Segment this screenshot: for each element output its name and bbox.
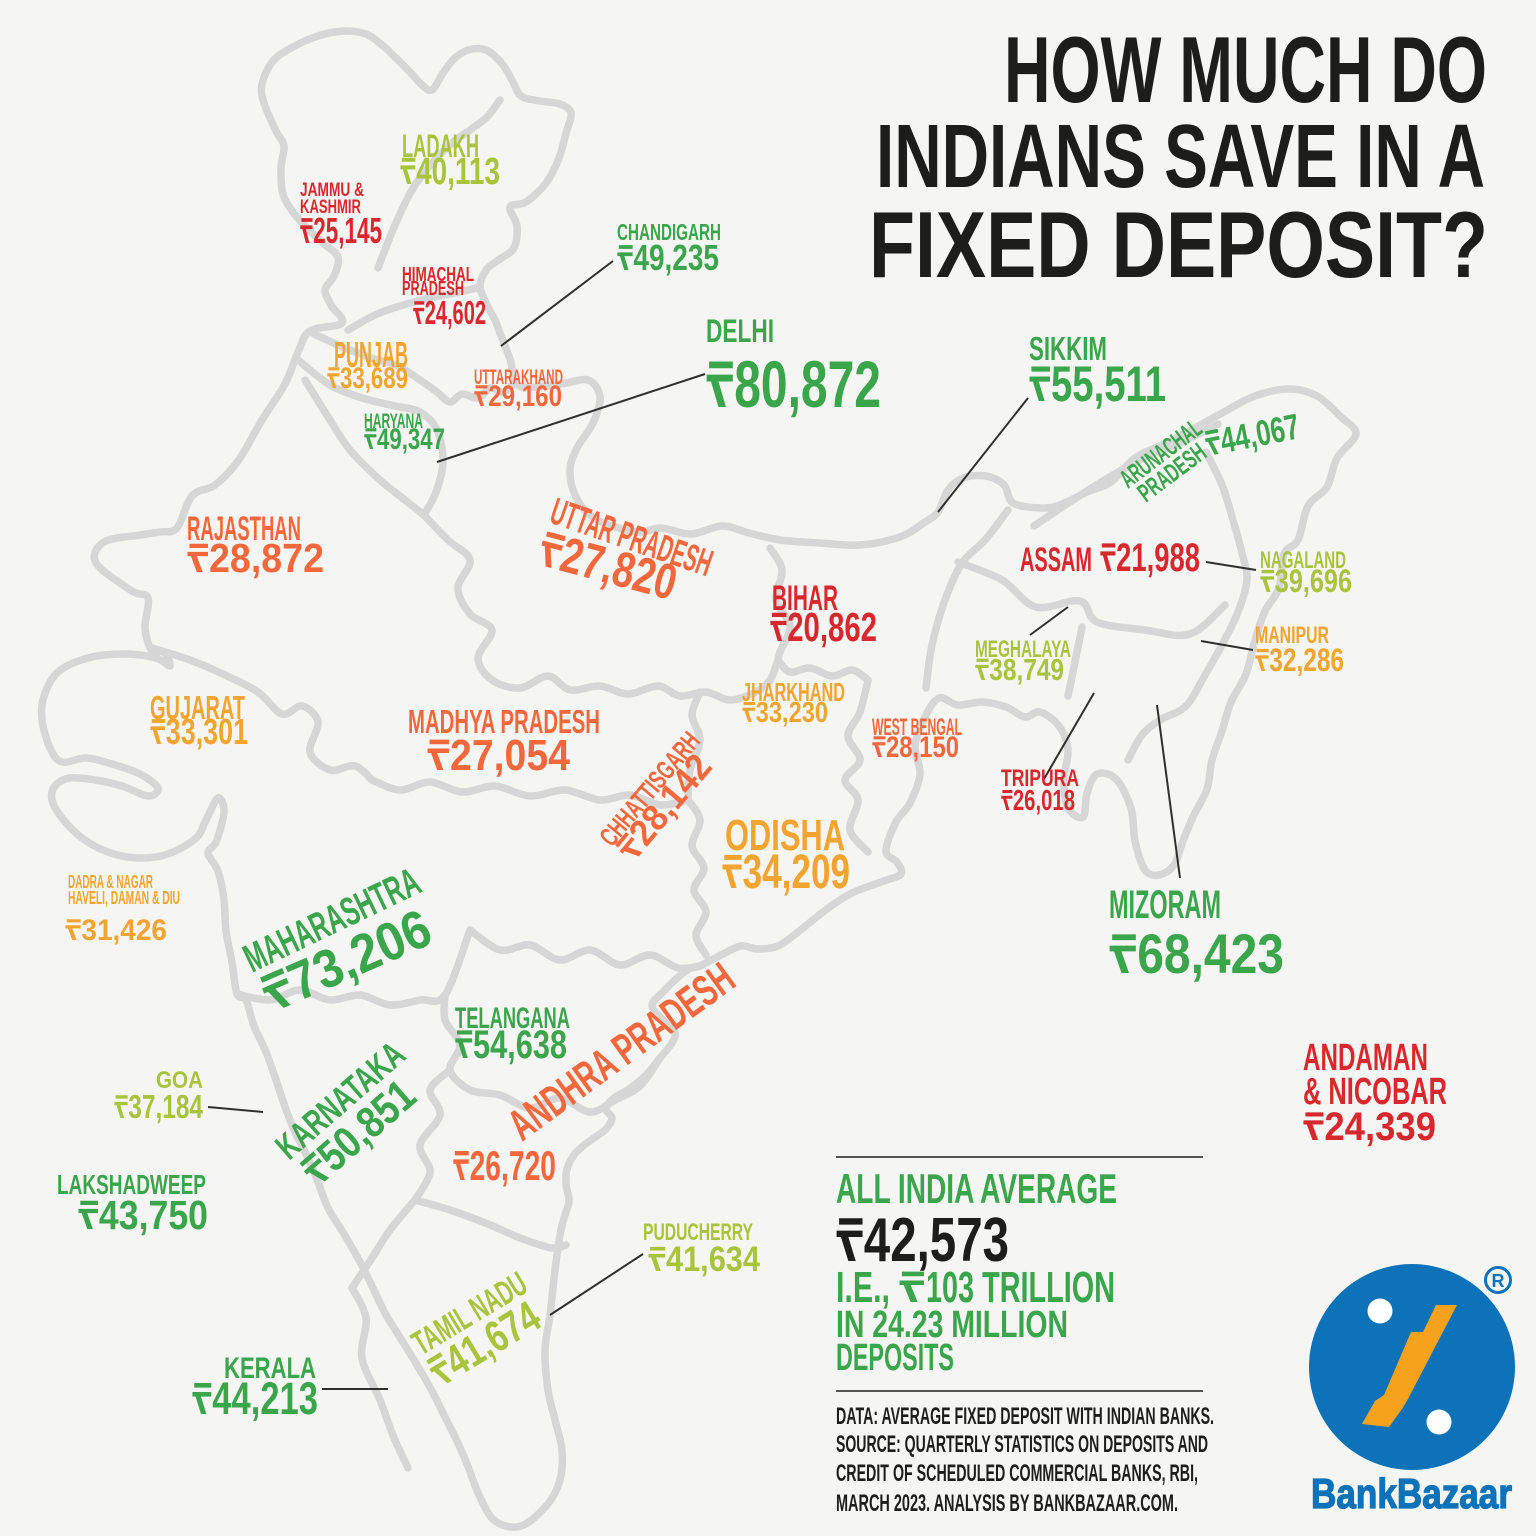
svg-text:26,720: 26,720 [470, 1142, 556, 1189]
svg-text:43,750: 43,750 [99, 1192, 208, 1238]
svg-text:FIXED DEPOSIT?: FIXED DEPOSIT? [869, 192, 1488, 297]
svg-text:PUDUCHERRY: PUDUCHERRY [643, 1219, 753, 1246]
svg-text:& NICOBAR: & NICOBAR [1303, 1071, 1447, 1113]
svg-text:38,749: 38,749 [989, 652, 1064, 687]
svg-text:33,301: 33,301 [166, 711, 248, 752]
svg-text:28,872: 28,872 [209, 535, 324, 581]
svg-text:34,209: 34,209 [743, 846, 850, 899]
svg-text:UTTARAKHAND: UTTARAKHAND [474, 366, 563, 389]
svg-text:31,426: 31,426 [81, 914, 167, 947]
svg-text:20,862: 20,862 [787, 604, 877, 650]
svg-text:IN 24.23 MILLION: IN 24.23 MILLION [836, 1304, 1068, 1346]
svg-text:JHARKHAND: JHARKHAND [742, 677, 845, 707]
svg-text:HARYANA: HARYANA [364, 410, 423, 433]
svg-text:GUJARAT: GUJARAT [150, 689, 245, 726]
svg-text:KASHMIR: KASHMIR [300, 197, 361, 218]
svg-text:PRADESH: PRADESH [402, 278, 464, 300]
svg-text:27,054: 27,054 [450, 731, 570, 780]
svg-text:LAKSHADWEEP: LAKSHADWEEP [57, 1169, 206, 1200]
svg-text:42,573: 42,573 [864, 1206, 1009, 1275]
svg-text:ODISHA: ODISHA [725, 811, 845, 860]
svg-text:BIHAR: BIHAR [772, 579, 838, 618]
svg-text:DEPOSITS: DEPOSITS [836, 1337, 954, 1379]
svg-text:33,689: 33,689 [340, 362, 408, 395]
svg-text:HOW MUCH DO: HOW MUCH DO [1004, 17, 1487, 122]
svg-text:24,339: 24,339 [1324, 1105, 1436, 1149]
svg-text:GOA: GOA [156, 1067, 203, 1094]
svg-text:RAJASTHAN: RAJASTHAN [187, 510, 301, 548]
svg-text:29,160: 29,160 [488, 380, 562, 413]
svg-text:21,988: 21,988 [1116, 536, 1200, 580]
svg-text:INDIANS SAVE IN A: INDIANS SAVE IN A [876, 107, 1485, 207]
svg-text:NAGALAND: NAGALAND [1260, 547, 1346, 574]
svg-text:BankBazaar: BankBazaar [1311, 1470, 1512, 1517]
svg-text:DATA: AVERAGE FIXED DEPOSIT WI: DATA: AVERAGE FIXED DEPOSIT WITH INDIAN … [836, 1403, 1214, 1430]
svg-text:HIMACHAL: HIMACHAL [402, 264, 474, 286]
svg-text:CHANDIGARH: CHANDIGARH [617, 219, 721, 245]
svg-text:40,113: 40,113 [416, 151, 500, 193]
svg-text:68,423: 68,423 [1137, 922, 1284, 985]
svg-text:CREDIT OF SCHEDULED COMMERCIAL: CREDIT OF SCHEDULED COMMERCIAL BANKS, RB… [836, 1460, 1198, 1487]
svg-text:KERALA: KERALA [224, 1352, 316, 1385]
svg-text:MEGHALAYA: MEGHALAYA [975, 636, 1071, 663]
svg-text:MANIPUR: MANIPUR [1255, 622, 1329, 649]
svg-text:MARCH 2023. ANALYSIS BY BANKBA: MARCH 2023. ANALYSIS BY BANKBAZAAR.COM. [836, 1490, 1178, 1517]
svg-text:26,018: 26,018 [1013, 785, 1075, 817]
svg-text:MADHYA PRADESH: MADHYA PRADESH [408, 703, 600, 740]
svg-text:I.E.,: I.E., [836, 1263, 890, 1312]
svg-text:SOURCE: QUARTERLY STATISTICS O: SOURCE: QUARTERLY STATISTICS ON DEPOSITS… [836, 1431, 1208, 1458]
svg-text:SIKKIM: SIKKIM [1029, 330, 1107, 367]
svg-text:MIZORAM: MIZORAM [1109, 883, 1221, 927]
svg-text:JAMMU &: JAMMU & [300, 180, 364, 201]
svg-text:55,511: 55,511 [1051, 356, 1166, 412]
svg-text:39,696: 39,696 [1275, 563, 1352, 599]
svg-text:DELHI: DELHI [706, 313, 774, 349]
svg-text:49,347: 49,347 [377, 423, 445, 456]
svg-text:ALL INDIA AVERAGE: ALL INDIA AVERAGE [836, 1165, 1117, 1212]
svg-text:24,602: 24,602 [425, 294, 486, 331]
svg-text:44,213: 44,213 [212, 1373, 318, 1424]
svg-text:80,872: 80,872 [734, 347, 881, 421]
svg-text:33,230: 33,230 [756, 697, 828, 729]
svg-text:PUNJAB: PUNJAB [334, 334, 408, 375]
svg-text:103 TRILLION: 103 TRILLION [926, 1263, 1115, 1312]
svg-text:41,634: 41,634 [666, 1240, 760, 1279]
svg-text:32,286: 32,286 [1269, 642, 1344, 678]
svg-text:WEST BENGAL: WEST BENGAL [872, 714, 962, 741]
svg-text:ANDAMAN: ANDAMAN [1303, 1037, 1428, 1079]
svg-text:37,184: 37,184 [128, 1088, 203, 1125]
svg-text:R: R [1492, 1271, 1505, 1291]
svg-text:49,235: 49,235 [633, 237, 719, 278]
svg-text:TELANGANA: TELANGANA [455, 1002, 570, 1035]
svg-text:54,638: 54,638 [473, 1023, 567, 1067]
svg-text:HAVELI, DAMAN & DIU: HAVELI, DAMAN & DIU [68, 888, 180, 908]
svg-text:25,145: 25,145 [313, 210, 382, 251]
svg-text:ASSAM: ASSAM [1020, 541, 1092, 579]
svg-text:28,150: 28,150 [886, 731, 959, 764]
svg-text:TRIPURA: TRIPURA [1001, 765, 1079, 792]
svg-text:DADRA & NAGAR: DADRA & NAGAR [68, 872, 153, 892]
